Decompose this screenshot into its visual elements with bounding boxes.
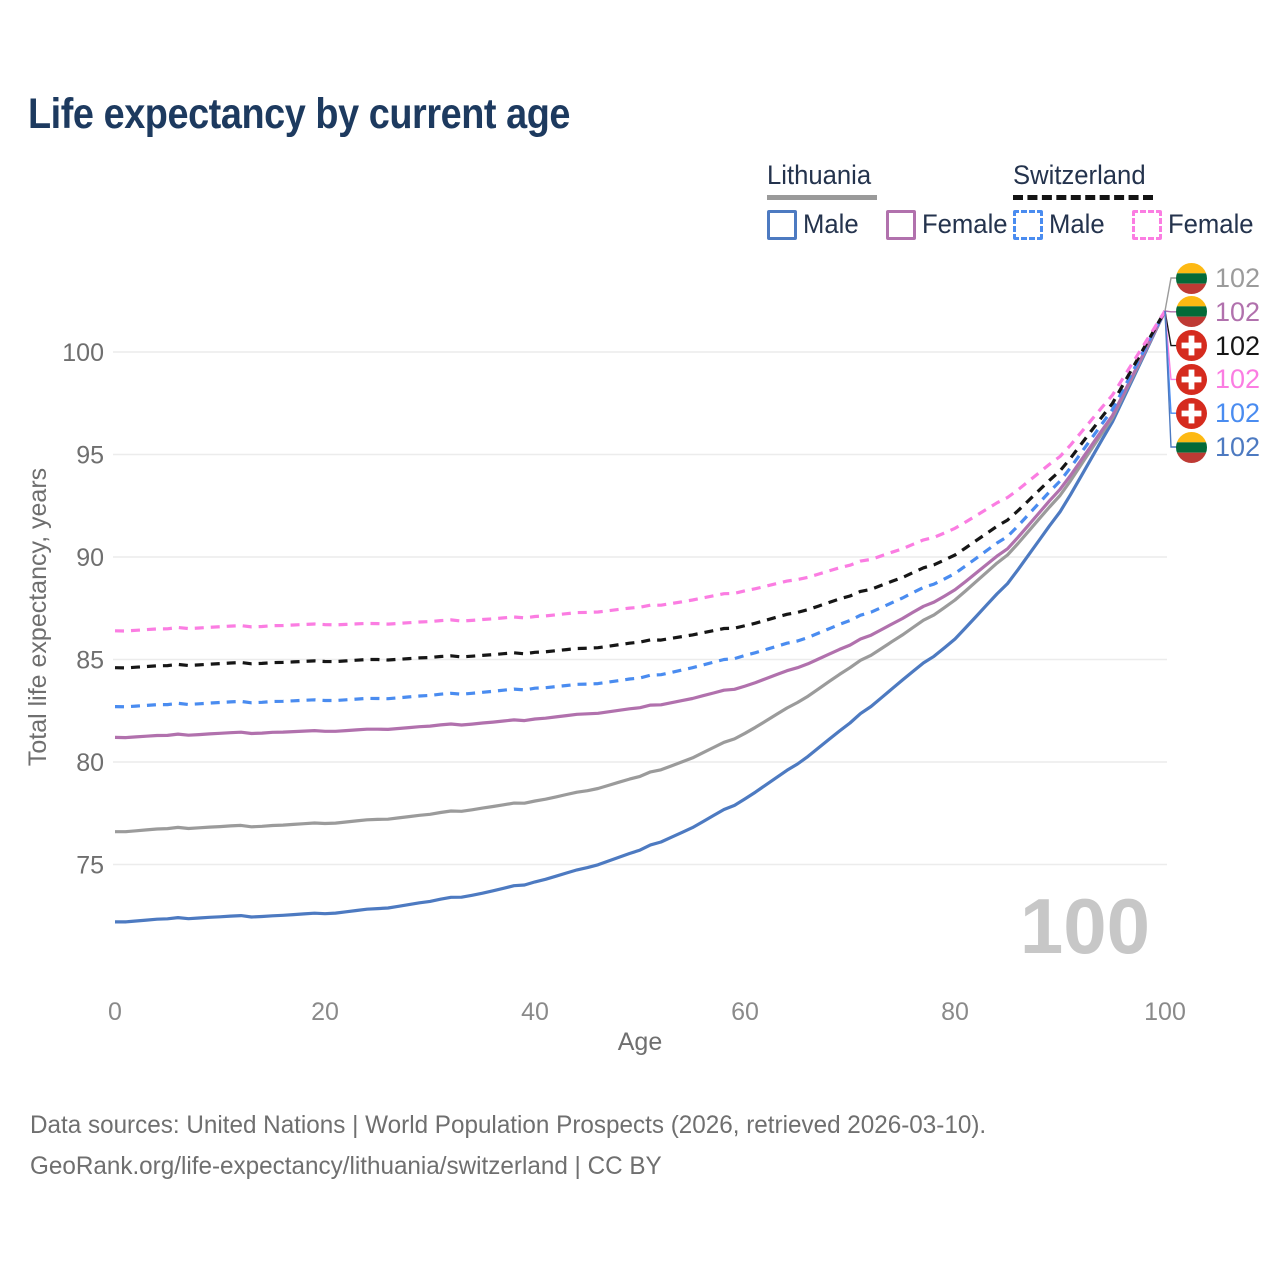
end-label-value: 102: [1215, 263, 1261, 293]
footer-line-2: GeoRank.org/life-expectancy/lithuania/sw…: [30, 1152, 662, 1180]
x-axis-title: Age: [618, 1028, 662, 1056]
lithuania-male-swatch: [767, 209, 797, 240]
x-tick-label: 40: [521, 998, 549, 1026]
legend-item-label: Female: [921, 209, 1008, 239]
series-line-switzerland-all: [114, 310, 1167, 670]
series-line-lithuania-all: [115, 310, 1167, 834]
switzerland-flag-icon: [1176, 330, 1207, 362]
x-tick-label: 80: [941, 998, 969, 1026]
end-label-leader: [1164, 277, 1178, 312]
switzerland-female-swatch: [1131, 209, 1162, 240]
end-label-row: 102: [1176, 397, 1260, 429]
legend-header-label: Lithuania: [767, 160, 872, 190]
end-label-leader: [1164, 310, 1178, 347]
end-label-row: 102: [1176, 262, 1260, 294]
lithuania-flag-icon: [1176, 431, 1207, 463]
x-tick-label: 100: [1144, 998, 1186, 1026]
legend-item-lithuania-female[interactable]: Female: [885, 209, 1012, 240]
x-tick-label: 20: [311, 998, 339, 1026]
series-line-switzerland-male: [114, 310, 1167, 709]
x-tick-label: 0: [108, 998, 122, 1026]
page-title: Life expectancy by current age: [28, 90, 571, 138]
footer-attribution: Data sources: United Nations | World Pop…: [30, 1105, 986, 1187]
switzerland-line-style-swatch: [1013, 195, 1153, 200]
legend-header-switzerland[interactable]: Switzerland: [1013, 160, 1153, 200]
y-tick-label: 75: [76, 852, 104, 880]
switzerland-male-swatch: [1013, 209, 1043, 240]
switzerland-flag-icon: [1176, 363, 1207, 395]
y-tick-label: 95: [76, 442, 104, 470]
legend-header-label: Switzerland: [1013, 160, 1146, 190]
lithuania-line-style-swatch: [767, 195, 877, 200]
switzerland-flag-icon: [1176, 397, 1207, 429]
end-label-value: 102: [1215, 296, 1261, 327]
series-line-lithuania-male: [115, 310, 1167, 924]
end-label-leader: [1164, 310, 1178, 313]
legend-item-switzerland-male[interactable]: Male: [1013, 209, 1108, 240]
y-tick-label: 85: [76, 647, 104, 675]
end-label-value: 102: [1215, 432, 1261, 462]
legend-item-label: Male: [1049, 209, 1105, 239]
end-label-value: 102: [1215, 364, 1261, 395]
end-label-row: 102: [1176, 296, 1260, 328]
y-tick-label: 100: [62, 339, 104, 367]
x-tick-label: 60: [731, 998, 759, 1026]
legend-group-lithuania: Lithuania Male Female: [767, 160, 1012, 240]
legend: Lithuania Male Female Switzerland: [0, 160, 1280, 250]
lithuania-female-swatch: [885, 209, 916, 240]
end-label-value: 102: [1215, 330, 1261, 361]
legend-item-label: Female: [1167, 209, 1254, 239]
legend-group-switzerland: Switzerland Male Female: [1013, 160, 1258, 240]
y-tick-label: 80: [76, 749, 104, 777]
legend-item-label: Male: [803, 209, 859, 239]
lithuania-flag-icon: [1176, 296, 1207, 328]
end-label-row: 102: [1176, 330, 1260, 362]
series-line-lithuania-female: [114, 310, 1167, 740]
legend-item-switzerland-female[interactable]: Female: [1131, 209, 1258, 240]
end-label-row: 102: [1176, 431, 1260, 463]
end-label-value: 102: [1215, 398, 1261, 429]
legend-header-lithuania[interactable]: Lithuania: [767, 160, 877, 200]
y-axis-title: Total life expectancy, years: [24, 468, 52, 766]
y-tick-label: 90: [76, 544, 104, 572]
end-label-row: 102: [1176, 363, 1260, 395]
footer-line-1: Data sources: United Nations | World Pop…: [30, 1111, 987, 1139]
legend-item-lithuania-male[interactable]: Male: [767, 209, 862, 240]
end-label-leader: [1164, 310, 1178, 448]
age-counter-watermark: 100: [1020, 882, 1150, 970]
lithuania-flag-icon: [1176, 262, 1207, 294]
